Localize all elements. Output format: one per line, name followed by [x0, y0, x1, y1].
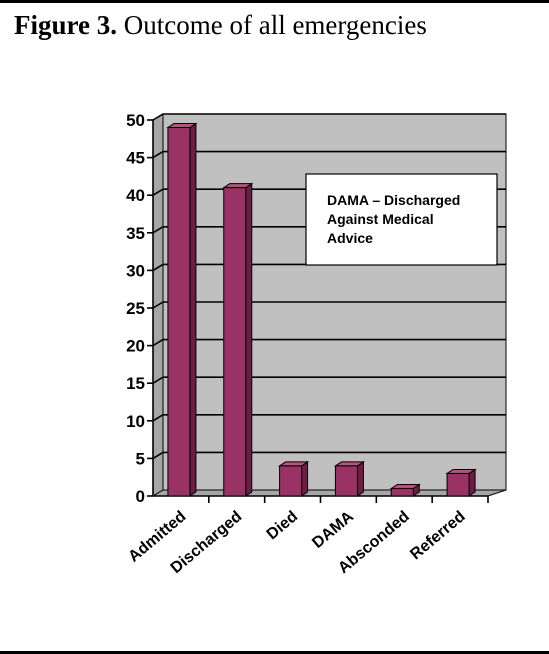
- figure-label: Figure 3.: [14, 10, 117, 40]
- gridline: [152, 338, 506, 347]
- bar: [277, 460, 310, 497]
- gridline: [152, 451, 506, 460]
- y-tick-label: 0: [136, 487, 145, 506]
- y-tick-label: 10: [126, 412, 145, 431]
- figure-title: Outcome of all emergencies: [123, 10, 427, 40]
- bar-side: [245, 182, 253, 497]
- gridline: [152, 150, 506, 159]
- gridline: [152, 376, 506, 384]
- y-tick-label: 25: [126, 299, 145, 318]
- bar-front: [446, 472, 470, 497]
- x-tick-label: DAMA: [309, 508, 357, 552]
- annotation-line: Advice: [327, 230, 373, 246]
- bars: [166, 122, 477, 497]
- annotation-background: [305, 173, 498, 266]
- bar-front: [279, 465, 303, 497]
- bar: [389, 483, 421, 497]
- bar: [333, 460, 366, 497]
- plot-area: [151, 113, 507, 497]
- x-tick-label: Died: [264, 508, 301, 543]
- y-tick-label: 35: [126, 224, 145, 243]
- gridline: [152, 113, 506, 121]
- y-tick-label: 20: [126, 337, 145, 356]
- bar: [166, 122, 198, 497]
- bar-front: [223, 187, 247, 497]
- bar-top: [222, 183, 254, 189]
- bar-side: [301, 460, 309, 497]
- bar-top: [166, 123, 198, 129]
- bar-front: [167, 127, 191, 497]
- figure-caption: Figure 3. Outcome of all emergencies: [14, 10, 427, 41]
- bar-side: [189, 122, 197, 497]
- gridline: [152, 301, 506, 309]
- y-tick-label: 30: [126, 261, 145, 280]
- bar-front: [390, 487, 414, 497]
- y-axis-ticks: 0 5 10 15 20 25 30 35 40 45 50: [126, 111, 153, 506]
- y-tick-label: 45: [126, 149, 145, 168]
- y-tick-label: 40: [126, 186, 145, 205]
- annotation-line: DAMA – Discharged: [327, 192, 460, 208]
- x-tick-label: Referred: [407, 508, 468, 563]
- y-tick-label: 15: [126, 374, 145, 393]
- bar-front: [334, 465, 358, 497]
- bar-top: [445, 468, 477, 474]
- y-tick-label: 5: [136, 449, 145, 468]
- bar: [222, 182, 254, 497]
- bar-side: [356, 460, 364, 497]
- gridline: [152, 413, 506, 422]
- bar: [445, 468, 477, 497]
- annotation-box: DAMA – Discharged Against Medical Advice: [305, 173, 498, 266]
- bar-top: [389, 483, 421, 489]
- annotation-line: Against Medical: [327, 211, 434, 227]
- bar-top: [333, 461, 366, 467]
- bar-top: [277, 461, 310, 467]
- y-tick-label: 50: [126, 111, 145, 130]
